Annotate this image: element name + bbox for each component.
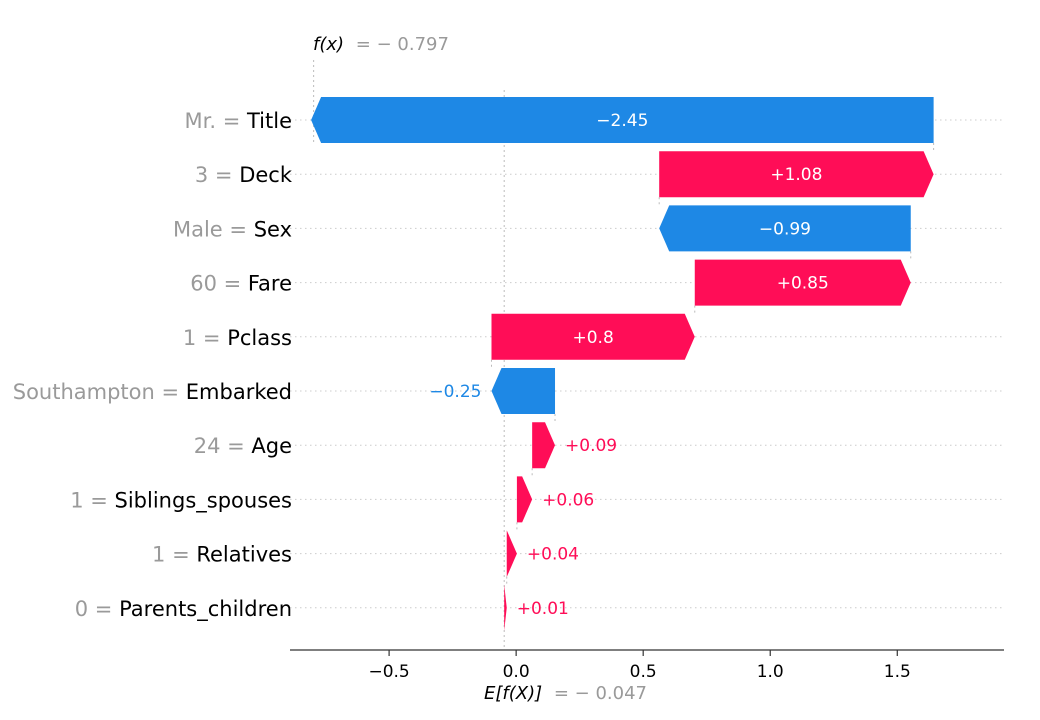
- feature-name: Title: [246, 109, 292, 133]
- contribution-label: +0.04: [527, 545, 579, 565]
- output-value-annotation: f(x) = − 0.797: [313, 34, 449, 55]
- feature-label: 1 = Pclass: [183, 326, 292, 350]
- bar-title: [311, 97, 934, 143]
- feature-label: 0 = Parents_children: [75, 597, 292, 622]
- feature-value: 1 =: [183, 326, 227, 350]
- bar-pclass: [491, 313, 695, 360]
- bar-siblings_spouses: [516, 476, 533, 523]
- feature-name: Siblings_spouses: [115, 488, 292, 513]
- feature-name: Deck: [239, 163, 293, 187]
- feature-label: 24 = Age: [194, 434, 292, 458]
- feature-name: Parents_children: [119, 597, 292, 622]
- base-value-label: E[f(X)]: [484, 683, 542, 704]
- output-value-label: f(x): [313, 34, 344, 55]
- contribution-label: −0.99: [759, 219, 811, 239]
- contribution-label: +0.06: [542, 490, 594, 510]
- bar-sex: [659, 205, 911, 252]
- feature-label: 1 = Siblings_spouses: [70, 488, 292, 513]
- feature-value: Male =: [173, 217, 254, 241]
- x-tick-label: 1.0: [757, 662, 784, 682]
- feature-label: 60 = Fare: [190, 272, 292, 296]
- bar-age: [532, 422, 556, 469]
- feature-name: Age: [251, 434, 292, 458]
- bar-relatives: [506, 530, 517, 577]
- contribution-label: +0.01: [517, 599, 569, 619]
- contribution-label: +0.8: [572, 328, 613, 348]
- x-tick-label: 1.5: [884, 662, 911, 682]
- feature-value: Southampton =: [13, 380, 186, 404]
- base-value-text: = − 0.047: [554, 683, 647, 704]
- bar-parents_children: [504, 584, 507, 631]
- feature-value: 0 =: [75, 597, 119, 621]
- output-value-text: = − 0.797: [356, 34, 449, 55]
- feature-label: 3 = Deck: [195, 163, 293, 187]
- base-value-annotation: E[f(X)] = − 0.047: [484, 683, 647, 704]
- bar-embarked: [491, 368, 556, 414]
- contribution-label: +1.08: [770, 165, 822, 185]
- x-tick-label: −0.5: [368, 662, 409, 682]
- contribution-label: +0.09: [565, 436, 617, 456]
- feature-value: 1 =: [70, 488, 114, 512]
- feature-label: Male = Sex: [173, 217, 292, 241]
- feature-name: Embarked: [186, 380, 292, 404]
- bar-deck: [659, 151, 934, 198]
- feature-value: Mr. =: [185, 109, 247, 133]
- feature-value: 60 =: [190, 272, 248, 296]
- feature-value: 24 =: [194, 434, 252, 458]
- feature-value: 1 =: [152, 543, 196, 567]
- x-axis: −0.5 0.0 0.5 1.0 1.5: [290, 649, 1004, 682]
- feature-name: Pclass: [227, 326, 292, 350]
- x-tick-label: 0.5: [630, 662, 657, 682]
- feature-labels: −2.45 Mr. = Title +1.08 3 = Deck −0.99 Male =…: [13, 109, 829, 622]
- feature-label: 1 = Relatives: [152, 543, 292, 567]
- bar-fare: [694, 259, 911, 306]
- feature-value: 3 =: [195, 163, 239, 187]
- feature-name: Sex: [254, 217, 292, 241]
- contribution-label: +0.85: [777, 274, 829, 294]
- contribution-label: −2.45: [596, 111, 648, 131]
- bars: [311, 97, 934, 631]
- x-tick-label: 0.0: [503, 662, 530, 682]
- feature-label: Mr. = Title: [185, 109, 292, 133]
- feature-name: Relatives: [196, 543, 292, 567]
- contribution-label: −0.25: [429, 382, 481, 402]
- feature-name: Fare: [248, 272, 292, 296]
- feature-label: Southampton = Embarked: [13, 380, 292, 404]
